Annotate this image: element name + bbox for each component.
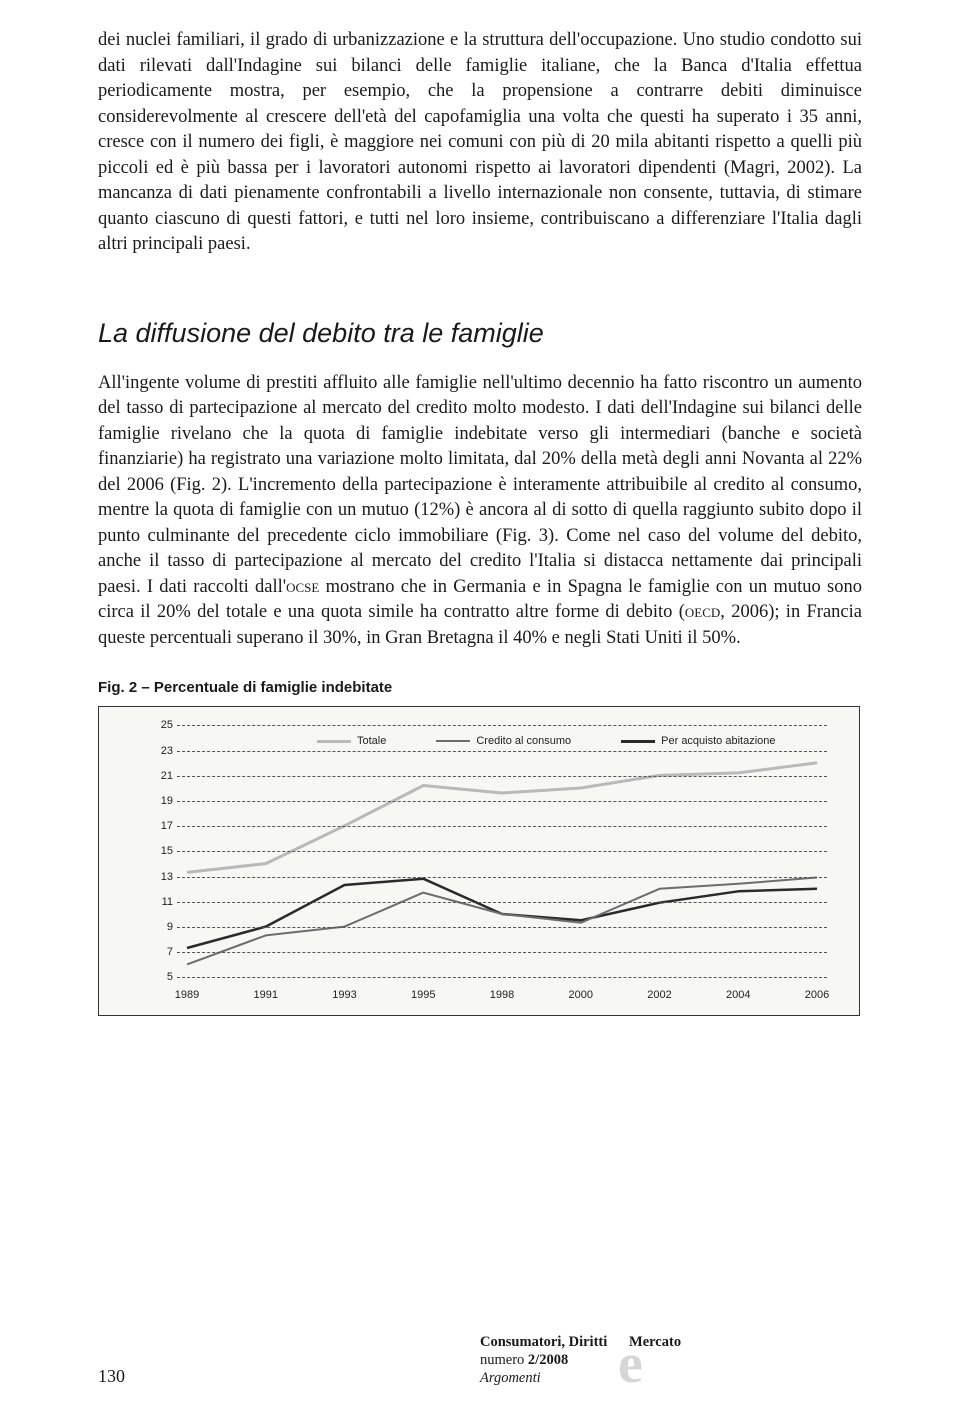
pub-line-1: Consumatori, Diritti Mercato xyxy=(480,1333,681,1351)
pub-l1a: Consumatori, Diritti xyxy=(480,1334,607,1350)
x-tick-label: 1989 xyxy=(175,989,199,1001)
pub-l3: Argomenti xyxy=(480,1370,541,1386)
x-tick-label: 1993 xyxy=(332,989,356,1001)
p2-ocse: ocse xyxy=(286,577,319,597)
grid-line xyxy=(177,902,827,903)
x-tick-label: 2004 xyxy=(726,989,750,1001)
grid-line xyxy=(177,751,827,752)
y-tick-label: 17 xyxy=(153,820,173,832)
x-tick-label: 2000 xyxy=(569,989,593,1001)
pub-l2a: numero xyxy=(480,1352,528,1368)
grid-line xyxy=(177,826,827,827)
chart-container: Totale Credito al consumo Per acquisto a… xyxy=(98,706,860,1016)
pub-line-3: Argomenti xyxy=(480,1369,681,1387)
grid-line xyxy=(177,877,827,878)
pub-l1b: Mercato xyxy=(629,1334,681,1350)
y-tick-label: 13 xyxy=(153,871,173,883)
y-tick-label: 15 xyxy=(153,845,173,857)
y-tick-label: 21 xyxy=(153,770,173,782)
page-number: 130 xyxy=(98,1366,125,1387)
publication-block: Consumatori, Diritti Mercato numero 2/20… xyxy=(480,1333,681,1387)
grid-line xyxy=(177,776,827,777)
pub-l2b: 2/2008 xyxy=(528,1352,568,1368)
y-tick-label: 23 xyxy=(153,745,173,757)
y-tick-label: 19 xyxy=(153,795,173,807)
body-paragraph-1: dei nuclei familiari, il grado di urbani… xyxy=(98,28,862,258)
y-tick-label: 11 xyxy=(153,896,173,908)
plot-area: Totale Credito al consumo Per acquisto a… xyxy=(177,725,827,977)
x-tick-label: 2006 xyxy=(805,989,829,1001)
grid-line xyxy=(177,927,827,928)
series-line xyxy=(187,763,817,873)
y-tick-label: 7 xyxy=(153,946,173,958)
pub-line-2: numero 2/2008 xyxy=(480,1351,681,1369)
y-tick-label: 25 xyxy=(153,719,173,731)
y-tick-label: 9 xyxy=(153,921,173,933)
grid-line xyxy=(177,725,827,726)
grid-line xyxy=(177,977,827,978)
x-tick-label: 2002 xyxy=(647,989,671,1001)
x-tick-label: 1991 xyxy=(254,989,278,1001)
grid-line xyxy=(177,801,827,802)
p2-part1: All'ingente volume di prestiti affluito … xyxy=(98,373,862,597)
figure-caption: Fig. 2 – Percentuale di famiglie indebit… xyxy=(98,679,862,696)
x-tick-label: 1998 xyxy=(490,989,514,1001)
y-tick-label: 5 xyxy=(153,971,173,983)
x-tick-label: 1995 xyxy=(411,989,435,1001)
p2-oecd: oecd xyxy=(685,602,720,622)
section-title: La diffusione del debito tra le famiglie xyxy=(98,318,862,349)
body-paragraph-2: All'ingente volume di prestiti affluito … xyxy=(98,371,862,652)
grid-line xyxy=(177,952,827,953)
grid-line xyxy=(177,851,827,852)
